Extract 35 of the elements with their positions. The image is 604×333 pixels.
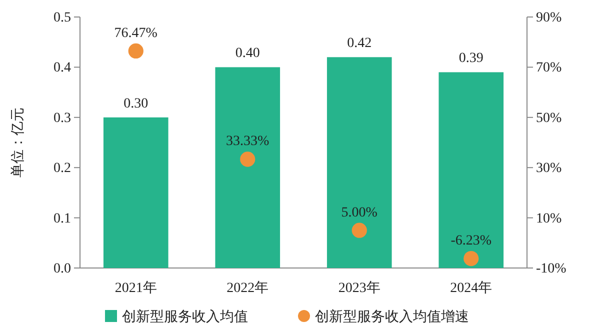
bar (326, 57, 392, 268)
legend-label: 创新型服务收入均值 (122, 309, 248, 325)
data-label: 33.33% (226, 134, 270, 150)
point (128, 43, 144, 59)
y2-tick-label: 30% (536, 161, 562, 176)
point (352, 222, 367, 238)
x-tick-label: 2024年 (450, 280, 492, 296)
y-tick-label: 0.3 (54, 110, 71, 126)
bar (215, 67, 280, 268)
point (240, 152, 256, 167)
bar (103, 117, 168, 268)
data-label: -6.23% (450, 234, 492, 249)
y2-tick-label: 10% (536, 211, 562, 226)
y-tick-label: 0.2 (54, 161, 71, 176)
data-label: 0.42 (347, 36, 372, 52)
bar (438, 72, 504, 268)
y-tick-label: 0.4 (54, 60, 71, 76)
y2-tick-label: 90% (536, 10, 562, 26)
y2-tick-label: 50% (536, 110, 562, 126)
y2-tick-label: -10% (536, 261, 567, 276)
y-tick-label: 0.1 (54, 211, 71, 226)
data-label: 0.39 (458, 51, 484, 66)
x-tick-label: 2021年 (114, 280, 157, 296)
point (464, 250, 479, 266)
data-label: 0.30 (124, 96, 148, 112)
y-tick-label: 0.5 (54, 10, 71, 26)
y2-tick-label: 70% (536, 60, 562, 76)
data-label: 0.40 (235, 46, 260, 62)
y-tick-label: 0.0 (54, 261, 71, 276)
x-tick-label: 2022年 (226, 280, 269, 296)
data-label: 76.47% (114, 26, 158, 41)
x-tick-label: 2023年 (338, 280, 380, 296)
data-label: 5.00% (341, 205, 378, 220)
legend-label: 创新型服务收入均值增速 (315, 309, 469, 325)
y-axis-title: 单位：亿元 (10, 108, 26, 178)
